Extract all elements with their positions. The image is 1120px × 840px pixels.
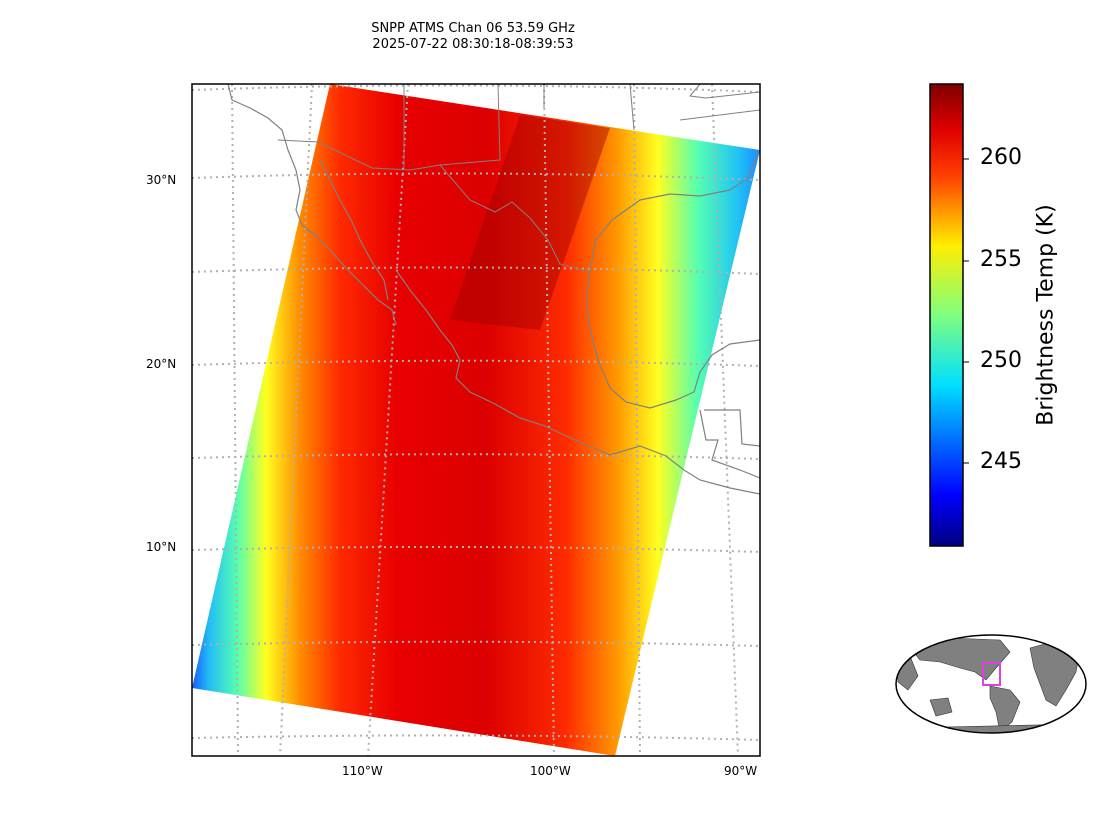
lat-label-20n: 20°N — [146, 357, 177, 371]
gridlines — [192, 84, 760, 756]
inset-region-box — [982, 662, 1001, 686]
borders — [277, 84, 760, 273]
swath-warm-core — [450, 115, 610, 330]
colorbar-title: Brightness Temp (K) — [1033, 204, 1059, 426]
colorbar-tick-245: 245 — [980, 449, 1022, 474]
map-title: SNPP ATMS Chan 06 53.59 GHz 2025-07-22 0… — [310, 21, 636, 53]
inset-australia — [929, 697, 953, 717]
map-frame — [191, 83, 761, 757]
map-area — [192, 84, 760, 756]
atms-swath — [192, 84, 760, 756]
title-line-1: SNPP ATMS Chan 06 53.59 GHz — [371, 21, 575, 36]
inset-globe — [895, 634, 1087, 734]
lat-label-30n: 30°N — [146, 173, 177, 187]
coastlines — [227, 84, 760, 495]
inset-north-america — [911, 637, 1011, 681]
colorbar-ticks — [963, 158, 969, 464]
colorbar-tick-250: 250 — [980, 348, 1022, 373]
lon-label-90w: 90°W — [724, 764, 758, 778]
colorbar — [929, 83, 964, 547]
lon-label-100w: 100°W — [530, 764, 571, 778]
lon-label-110w: 110°W — [342, 764, 383, 778]
colorbar-tick-260: 260 — [980, 145, 1022, 170]
colorbar-tick-255: 255 — [980, 247, 1022, 272]
title-line-2: 2025-07-22 08:30:18-08:39:53 — [372, 37, 574, 52]
lat-label-10n: 10°N — [146, 540, 177, 554]
inset-antarctica — [899, 723, 1081, 733]
